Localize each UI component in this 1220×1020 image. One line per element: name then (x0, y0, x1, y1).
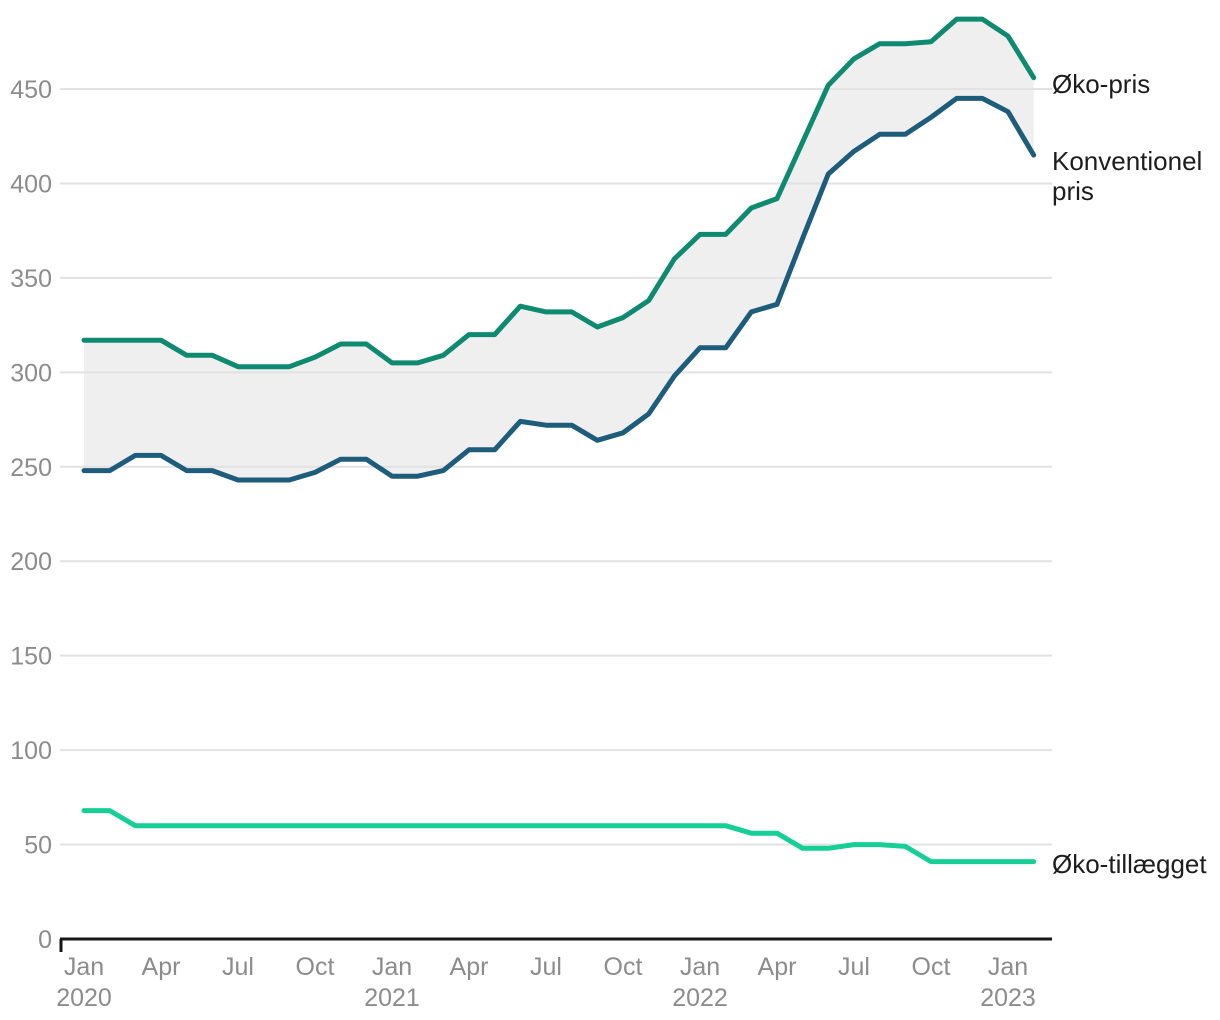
legend-oko-pris: Øko-pris (1052, 69, 1151, 99)
x-tick-month-9: Oct (296, 953, 335, 981)
x-tick-year-0: 2020 (56, 984, 112, 1012)
x-tick-month-0: Jan (64, 953, 104, 981)
y-tick-label-250: 250 (10, 454, 52, 482)
x-tick-month-3: Apr (142, 953, 181, 981)
x-tick-month-24: Jan (680, 953, 720, 981)
series-line-0 (81, 16, 1037, 370)
series-line-2 (81, 808, 1037, 865)
y-tick-label-300: 300 (10, 359, 52, 387)
y-tick-label-150: 150 (10, 643, 52, 671)
x-tick-month-12: Jan (372, 953, 412, 981)
y-tick-label-50: 50 (24, 832, 52, 860)
legend-oko-tillaegget: Øko-tillægget (1052, 849, 1207, 879)
x-tick-month-33: Oct (912, 953, 951, 981)
series-line-1 (81, 95, 1037, 483)
x-tick-month-36: Jan (988, 953, 1028, 981)
y-tick-label-450: 450 (10, 76, 52, 104)
price-gap-band (84, 19, 1034, 480)
x-tick-month-30: Jul (838, 953, 870, 981)
y-tick-label-0: 0 (38, 926, 52, 954)
y-tick-label-400: 400 (10, 170, 52, 198)
y-tick-label-200: 200 (10, 548, 52, 576)
x-tick-month-15: Apr (450, 953, 489, 981)
x-tick-month-21: Oct (604, 953, 643, 981)
x-tick-year-12: 2021 (364, 984, 420, 1012)
y-tick-label-100: 100 (10, 737, 52, 765)
x-tick-month-18: Jul (530, 953, 562, 981)
legend-konventionel-pris: Konventionel pris (1052, 146, 1203, 206)
x-tick-year-36: 2023 (980, 984, 1036, 1012)
y-tick-label-350: 350 (10, 265, 52, 293)
x-tick-year-24: 2022 (672, 984, 728, 1012)
x-tick-month-6: Jul (222, 953, 254, 981)
x-tick-month-27: Apr (758, 953, 797, 981)
